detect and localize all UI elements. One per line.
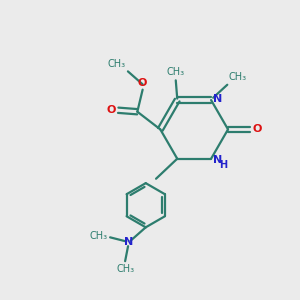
Text: CH₃: CH₃ bbox=[167, 67, 185, 76]
Text: CH₃: CH₃ bbox=[107, 59, 126, 69]
Text: O: O bbox=[106, 105, 116, 115]
Text: CH₃: CH₃ bbox=[116, 264, 134, 274]
Text: H: H bbox=[219, 160, 227, 170]
Text: N: N bbox=[214, 155, 223, 165]
Text: O: O bbox=[252, 124, 262, 134]
Text: N: N bbox=[213, 94, 222, 103]
Text: O: O bbox=[138, 78, 147, 88]
Text: N: N bbox=[124, 237, 133, 247]
Text: CH₃: CH₃ bbox=[90, 231, 108, 242]
Text: CH₃: CH₃ bbox=[229, 72, 247, 82]
